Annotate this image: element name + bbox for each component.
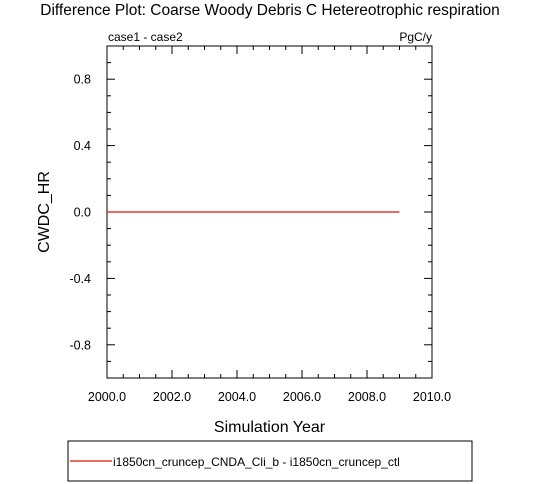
y-tick-label: -0.8	[69, 338, 91, 352]
axis-tick-labels: 2000.0 2002.0 2004.0 2006.0 2008.0 2010.0 0.8 0…	[69, 73, 451, 404]
y-tick-label: -0.4	[69, 272, 91, 286]
x-tick-label: 2002.0	[153, 390, 191, 404]
x-axis-label: Simulation Year	[214, 419, 326, 436]
chart-subtitle-left: case1 - case2	[108, 30, 183, 44]
x-tick-label: 2010.0	[413, 390, 451, 404]
legend-box	[67, 440, 473, 482]
y-tick-label: 0.4	[74, 139, 91, 153]
legend-entry-label: i1850cn_cruncep_CNDA_Cli_b - i1850cn_cru…	[113, 455, 400, 469]
y-tick-label: 0.8	[74, 73, 91, 87]
x-tick-label: 2008.0	[348, 390, 386, 404]
chart-title: Difference Plot: Coarse Woody Debris C H…	[40, 2, 499, 19]
x-tick-label: 2000.0	[88, 390, 126, 404]
x-tick-label: 2006.0	[283, 390, 321, 404]
x-tick-label: 2004.0	[218, 390, 256, 404]
axis-ticks	[106, 45, 433, 379]
chart-units-label: PgC/y	[399, 30, 432, 44]
y-axis-label: CWDC_HR	[36, 171, 53, 253]
y-tick-label: 0.0	[74, 206, 91, 220]
